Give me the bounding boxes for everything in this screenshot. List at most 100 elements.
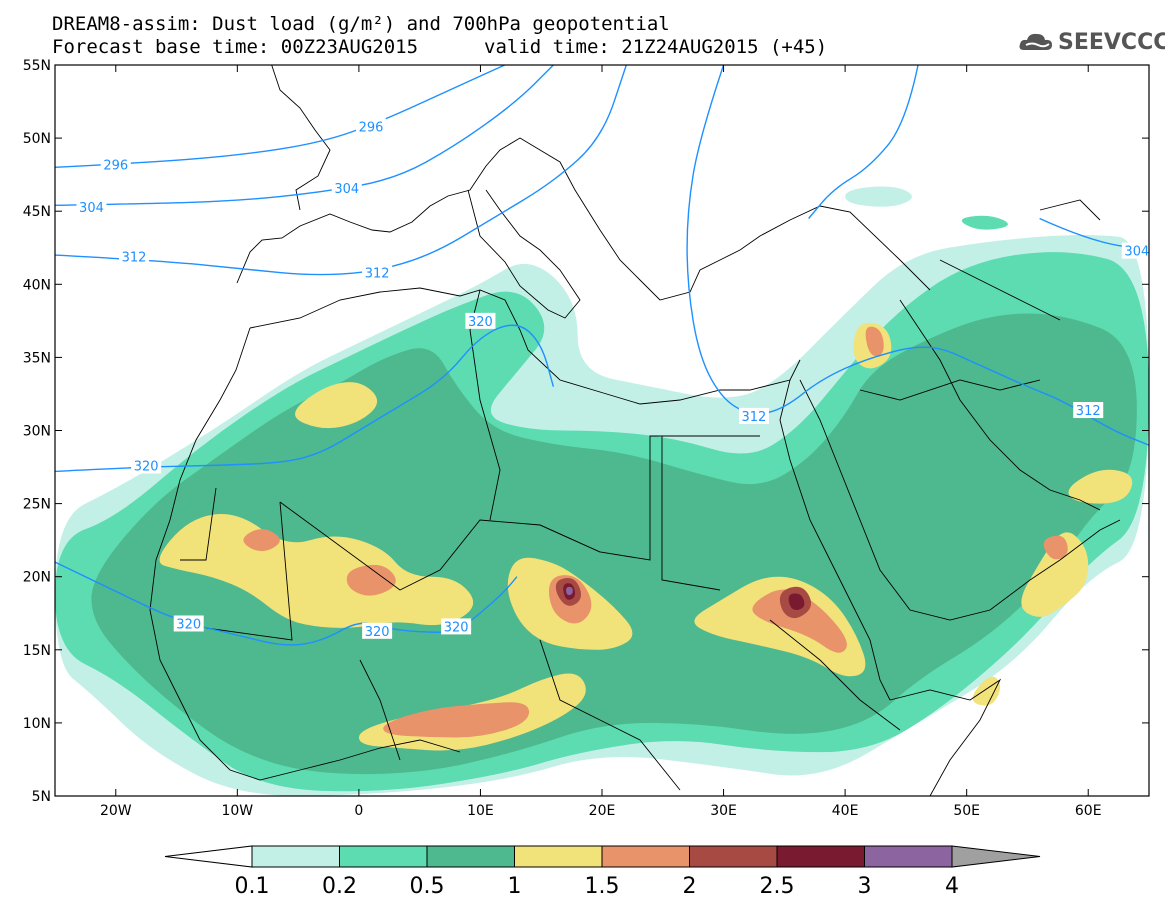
contour-label-bg	[738, 407, 769, 424]
dust-region-1	[159, 513, 474, 628]
colorbar-tick-label: 2.5	[760, 874, 795, 899]
lon-label: 30E	[710, 803, 737, 819]
contour-label-bg	[100, 156, 131, 173]
coastlines-and-borders	[149, 65, 1121, 796]
dust-region-1.5	[243, 529, 280, 552]
lon-label: 0	[354, 803, 363, 819]
contour-label: 312	[742, 410, 767, 425]
contour-label: 304	[334, 182, 359, 197]
dust-region-1	[694, 576, 866, 677]
dust-region-1.5	[346, 564, 396, 596]
colorbar-tick-label: 0.5	[410, 874, 445, 899]
lon-label: 40E	[832, 803, 859, 819]
contour-line-312	[55, 65, 627, 276]
dust-region-0.2	[961, 215, 1008, 230]
contour-line-320	[55, 324, 555, 473]
contour-label-bg	[331, 179, 362, 196]
valid-time: valid time: 21Z24AUG2015 (+45)	[484, 36, 828, 58]
contour-label: 312	[365, 267, 390, 282]
colorbar-tick-label: 4	[945, 874, 959, 899]
colorbar-tick-label: 2	[683, 874, 697, 899]
contour-label: 320	[444, 620, 469, 635]
cloud-logo-icon	[1019, 33, 1052, 50]
dust-region-1.5	[752, 589, 847, 653]
colorbar-segment	[689, 845, 778, 868]
contour-line-304	[808, 65, 919, 219]
lat-label: 10N	[23, 716, 51, 732]
contour-label: 296	[359, 120, 384, 135]
contour-label-bg	[1073, 402, 1104, 419]
lat-label: 55N	[23, 58, 51, 74]
map-title: DREAM8-assim: Dust load (g/m²) and 700hP…	[52, 13, 670, 35]
dust-region-1	[972, 676, 1001, 706]
contour-line-304	[1039, 217, 1149, 252]
colorbar-segment	[864, 845, 953, 868]
contour-label-bg	[362, 622, 393, 639]
colorbar-segment	[339, 845, 428, 868]
colorbar: 0.1 0.2 0.5 1 1.5 2 2.5 3 4	[164, 845, 1041, 899]
contour-label: 312	[122, 251, 147, 266]
contour-line-312	[686, 65, 1149, 446]
lat-label: 5N	[32, 789, 51, 805]
dust-region-2.5	[788, 593, 805, 611]
lat-label: 50N	[23, 131, 51, 147]
lon-label: 20E	[589, 803, 616, 819]
latitude-axis: 55N 50N 45N 40N 35N 30N 25N 20N 15N 10N 5N	[23, 58, 1149, 805]
dust-region-1.5	[1043, 535, 1068, 560]
contour-label: 312	[1076, 404, 1101, 419]
colorbar-tick-label: 0.2	[322, 874, 357, 899]
lat-label: 30N	[23, 424, 51, 440]
dust-region-1	[295, 382, 378, 429]
dust-region-0.1	[845, 186, 912, 207]
contour-label-bg	[173, 615, 204, 632]
lon-label: 10E	[467, 803, 494, 819]
contour-label: 296	[103, 158, 128, 173]
colorbar-segment	[251, 845, 340, 868]
dust-region-1.5	[383, 702, 530, 738]
contour-line-296	[55, 65, 506, 169]
lat-label: 35N	[23, 350, 51, 366]
colorbar-right-arrow	[951, 845, 1041, 868]
contour-label-bg	[465, 312, 496, 329]
seevccc-logo: SEEVCCC	[1018, 28, 1165, 58]
colorbar-segment	[601, 845, 690, 868]
lon-label: 10W	[221, 803, 253, 819]
lat-label: 15N	[23, 643, 51, 659]
contour-label-bg	[1121, 242, 1149, 259]
lon-label: 20W	[100, 803, 132, 819]
contour-label: 320	[365, 625, 390, 640]
colorbar-tick-label: 1.5	[585, 874, 620, 899]
colorbar-segment	[514, 845, 603, 868]
lat-label: 25N	[23, 497, 51, 513]
contour-label: 304	[79, 201, 104, 216]
contour-label: 320	[176, 617, 201, 632]
colorbar-tick-label: 3	[858, 874, 872, 899]
colorbar-segment	[426, 845, 515, 868]
lat-label: 20N	[23, 570, 51, 586]
contour-label-bg	[356, 118, 387, 135]
dust-region-1.5	[865, 326, 884, 357]
dust-region-3	[566, 586, 573, 596]
contour-label: 320	[134, 460, 159, 475]
contour-label-bg	[131, 457, 162, 474]
dust-region-1	[1021, 532, 1089, 617]
colorbar-segment	[776, 845, 865, 868]
colorbar-tick-label: 0.1	[235, 874, 270, 899]
colorbar-left-arrow	[164, 845, 253, 868]
lat-label: 45N	[23, 204, 51, 220]
longitude-axis: 20W 10W 0 10E 20E 30E 40E 50E 60E	[100, 65, 1102, 819]
dust-load-field	[55, 186, 1149, 796]
colorbar-tick-label: 1	[508, 874, 522, 899]
dust-region-0.5	[91, 313, 1137, 775]
dust-region-1	[1068, 469, 1133, 504]
contour-label-bg	[362, 264, 393, 281]
forecast-base-time: Forecast base time: 00Z23AUG2015	[52, 36, 419, 58]
contour-label: 320	[468, 315, 493, 330]
lon-label: 60E	[1075, 803, 1102, 819]
contour-label-bg	[119, 248, 150, 265]
logo-text: SEEVCCC	[1058, 30, 1165, 55]
contour-label-bg	[441, 618, 472, 635]
lon-label: 50E	[953, 803, 980, 819]
contour-label-bg	[76, 198, 107, 215]
